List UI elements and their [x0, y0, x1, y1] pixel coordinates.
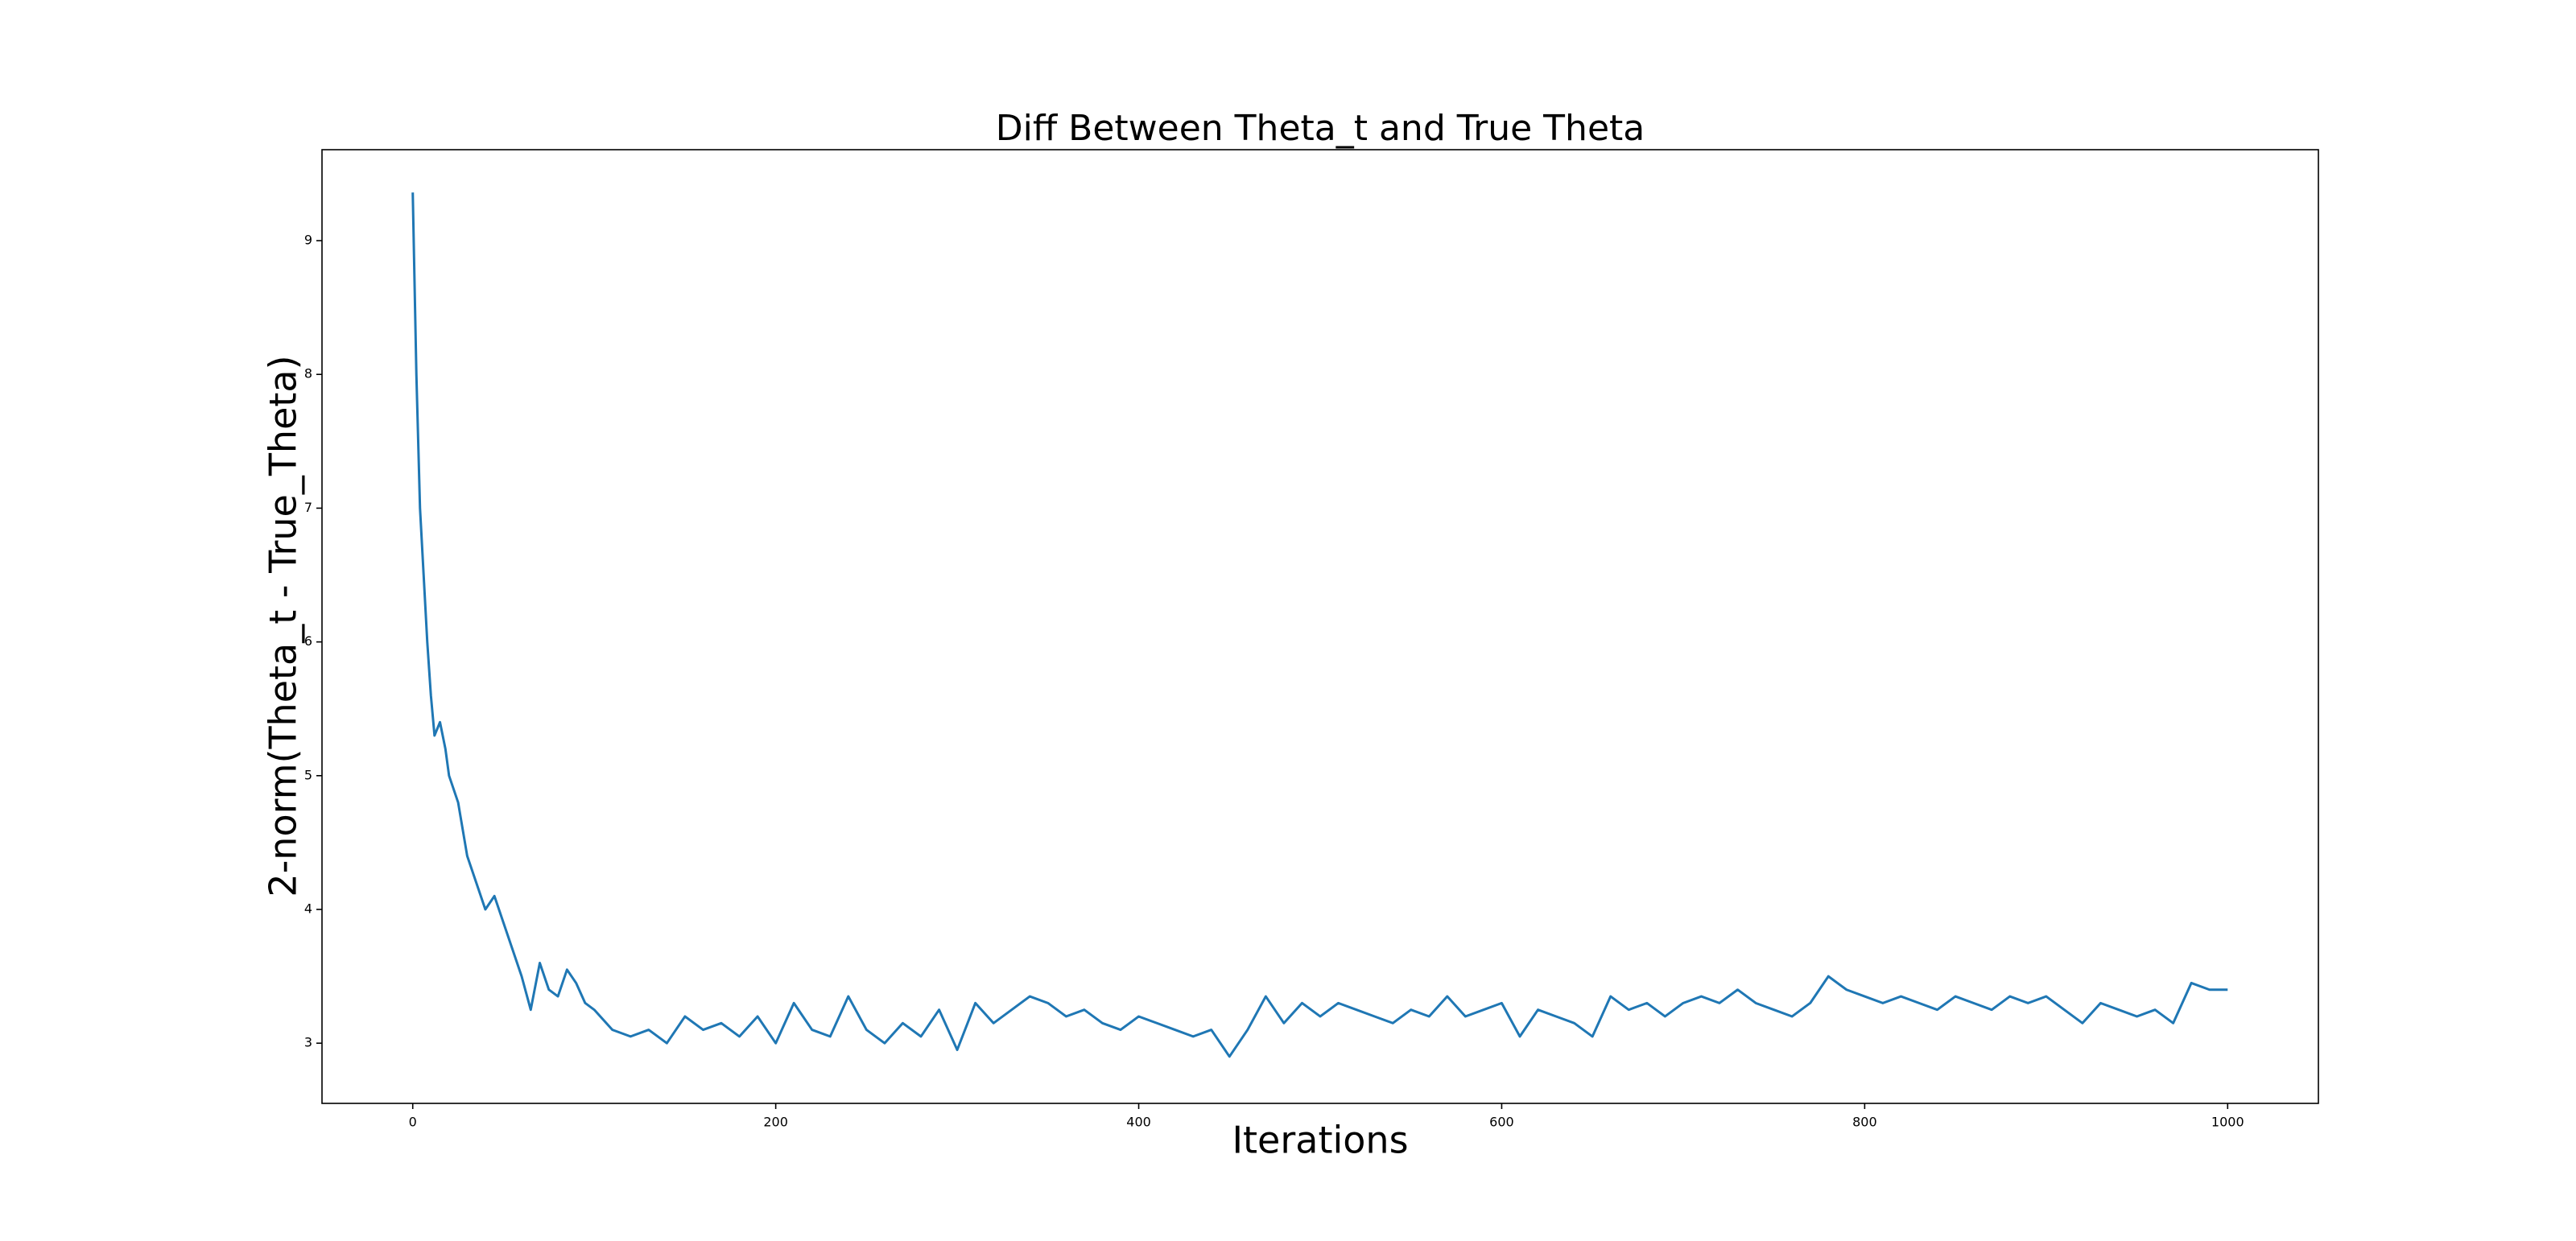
y-tick-label: 8 — [304, 366, 312, 381]
x-tick-label: 1000 — [2211, 1115, 2244, 1130]
y-tick-label: 7 — [304, 500, 312, 515]
x-tick-label: 800 — [1852, 1115, 1877, 1130]
chart-title: Diff Between Theta_t and True Theta — [996, 108, 1645, 149]
x-axis-label: Iterations — [1232, 1119, 1408, 1162]
x-tick-label: 400 — [1126, 1115, 1151, 1130]
x-tick-label: 0 — [409, 1115, 417, 1130]
data-line — [411, 192, 2228, 1058]
y-tick-label: 5 — [304, 767, 312, 782]
x-tick-label: 200 — [763, 1115, 788, 1130]
plot-frame — [321, 149, 2319, 1104]
y-tick-label: 3 — [304, 1035, 312, 1050]
y-tick-label: 4 — [304, 901, 312, 917]
y-tick-label: 6 — [304, 633, 312, 649]
x-tick-label: 600 — [1489, 1115, 1514, 1130]
y-tick-label: 9 — [304, 233, 312, 248]
y-axis-label: 2-norm(Theta_t - True_Theta) — [262, 355, 305, 897]
